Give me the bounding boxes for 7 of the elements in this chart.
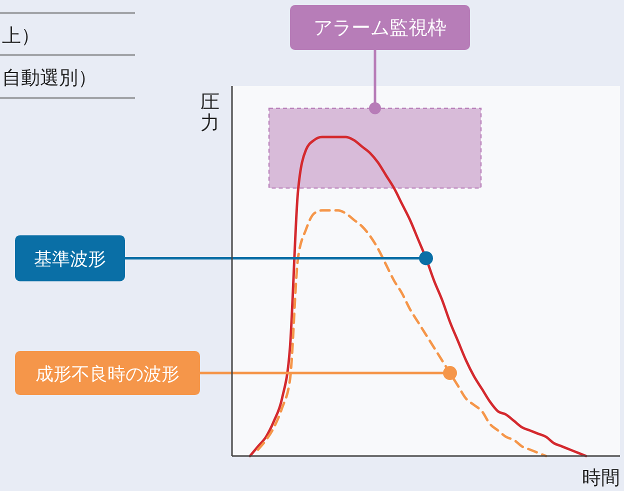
x-axis-title: 時間 — [582, 467, 620, 489]
text: 自動選別） — [2, 67, 97, 89]
text: 上） — [2, 25, 40, 47]
band-label: アラーム監視枠 — [314, 17, 446, 39]
y-axis-title: 圧力 — [200, 91, 220, 134]
text: 成形不良時の波形 — [36, 364, 180, 386]
text: 基準波形 — [34, 249, 106, 270]
